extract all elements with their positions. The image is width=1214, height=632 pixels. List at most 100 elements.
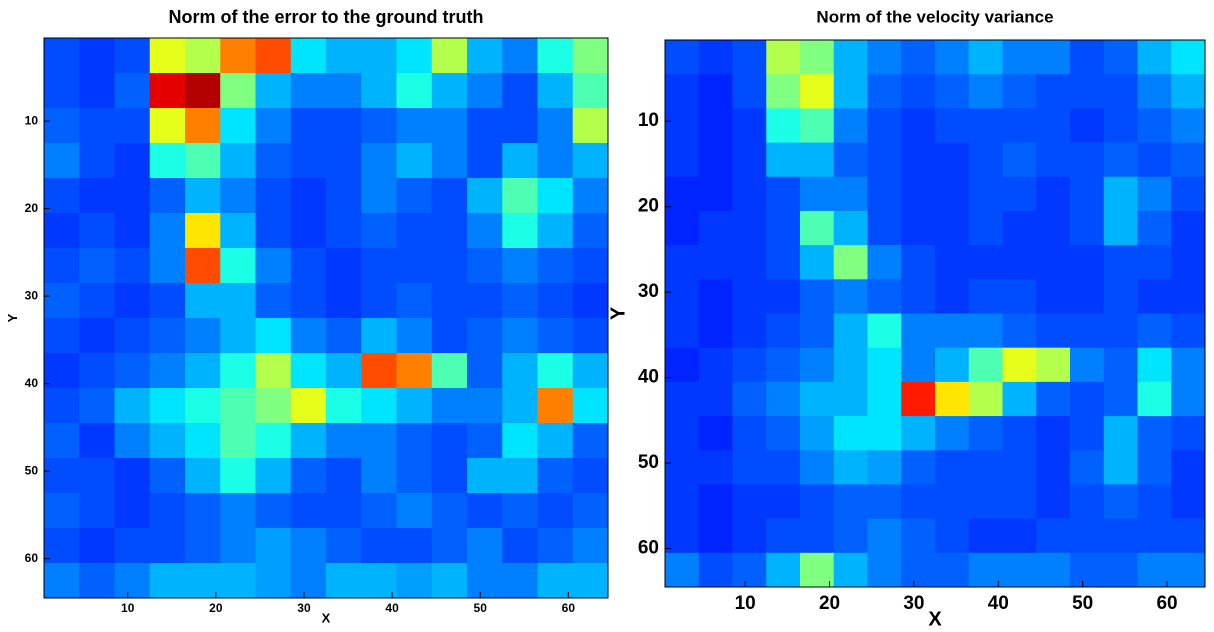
heatmap-cell [698, 518, 733, 554]
heatmap-cell [698, 347, 733, 383]
heatmap-cell [1070, 40, 1105, 75]
heatmap-cell [396, 38, 433, 74]
heatmap-cell [1171, 245, 1206, 280]
heatmap-cell [326, 318, 362, 354]
heatmap-cell [935, 450, 970, 485]
heatmap-cell [698, 484, 733, 520]
heatmap-cell [1070, 347, 1105, 383]
heatmap-cell [732, 108, 767, 144]
heatmap-cell [968, 279, 1003, 314]
heatmap-cell [114, 283, 151, 319]
heatmap-cell [1070, 518, 1105, 554]
heatmap-cell [149, 143, 186, 179]
heatmap-cell [1171, 40, 1206, 75]
heatmap-cell [44, 178, 80, 214]
heatmap-cell [79, 38, 115, 74]
heatmap-cell [732, 450, 767, 485]
heatmap-cell [537, 353, 574, 389]
heatmap-cell [1171, 347, 1206, 383]
heatmap-cell [1070, 381, 1105, 417]
y-tick-label: 20 [638, 196, 659, 217]
heatmap-cell [290, 458, 327, 494]
heatmap-cell [185, 213, 221, 249]
y-tick-label: 30 [25, 288, 39, 302]
heatmap-cell [255, 213, 292, 249]
heatmap-cell [220, 108, 256, 144]
heatmap-cell [1036, 108, 1071, 144]
heatmap-cell [698, 142, 733, 178]
heatmap-cell [326, 283, 362, 319]
heatmap-cell [467, 388, 503, 424]
heatmap-cell [732, 552, 767, 588]
heatmap-cell [431, 563, 468, 599]
y-tick-label: 40 [638, 367, 659, 388]
heatmap-cell [1103, 313, 1138, 349]
heatmap-cell [396, 108, 433, 144]
heatmap-cell [467, 108, 503, 144]
x-tick-label: 50 [474, 601, 488, 615]
heatmap-cell [220, 178, 256, 214]
heatmap-cell [290, 388, 327, 424]
heatmap-cell [1002, 108, 1037, 144]
heatmap-cell [665, 74, 700, 109]
heatmap-cell [431, 318, 468, 354]
heatmap-cell [1171, 552, 1206, 588]
y-tick-label: 40 [25, 376, 39, 390]
heatmap-cell [867, 40, 902, 75]
heatmap-cell [572, 563, 609, 599]
heatmap-cell [220, 143, 256, 179]
heatmap-cell [732, 313, 767, 349]
heatmap-cell [361, 143, 397, 179]
heatmap-cell [220, 423, 256, 459]
heatmap-cell [361, 458, 397, 494]
heatmap-cell [149, 283, 186, 319]
heatmap-cell [1103, 279, 1138, 314]
heatmap-cell [800, 108, 835, 144]
x-tick-label: 60 [562, 601, 576, 615]
heatmap-cell [698, 279, 733, 314]
heatmap-cell [502, 283, 538, 319]
heatmap-cell [290, 248, 327, 284]
heatmap-cell [867, 108, 902, 144]
heatmap-cell [361, 388, 397, 424]
heatmap-cell [665, 210, 700, 246]
heatmap-cell [800, 245, 835, 280]
heatmap-cell [290, 283, 327, 319]
heatmap-cell [935, 108, 970, 144]
heatmap-cell [800, 518, 835, 554]
heatmap-cell [220, 213, 256, 249]
heatmap-cell [255, 143, 292, 179]
heatmap-cell [149, 73, 186, 109]
heatmap-cell [396, 528, 433, 564]
heatmap-cell [361, 38, 397, 74]
heatmap-cell [220, 493, 256, 529]
heatmap-cell [968, 381, 1003, 417]
heatmap-cell [1070, 416, 1105, 451]
heatmap-cell [290, 178, 327, 214]
heatmap-cell [935, 416, 970, 451]
heatmap-cell [255, 563, 292, 599]
heatmap-cell [114, 143, 151, 179]
heatmap-cell [44, 563, 80, 599]
heatmap-cell [537, 458, 574, 494]
heatmap-cell [1036, 210, 1071, 246]
heatmap-cell [901, 518, 936, 554]
heatmap-cell [149, 213, 186, 249]
heatmap-cell [732, 518, 767, 554]
heatmap-cell [326, 248, 362, 284]
heatmap-cell [44, 318, 80, 354]
heatmap-cell [1137, 108, 1172, 144]
heatmap-cell [833, 142, 868, 178]
heatmap-cell [79, 73, 115, 109]
heatmap-cell [326, 353, 362, 389]
y-axis-label: Y [5, 313, 20, 322]
heatmap-cell [361, 423, 397, 459]
heatmap-cell [502, 528, 538, 564]
heatmap-cell [149, 248, 186, 284]
heatmap-cell [114, 423, 151, 459]
heatmap-cell [502, 213, 538, 249]
heatmap-cell [572, 108, 609, 144]
heatmap-cell [326, 38, 362, 74]
heatmap-cell [766, 245, 801, 280]
heatmap-cell [665, 381, 700, 417]
